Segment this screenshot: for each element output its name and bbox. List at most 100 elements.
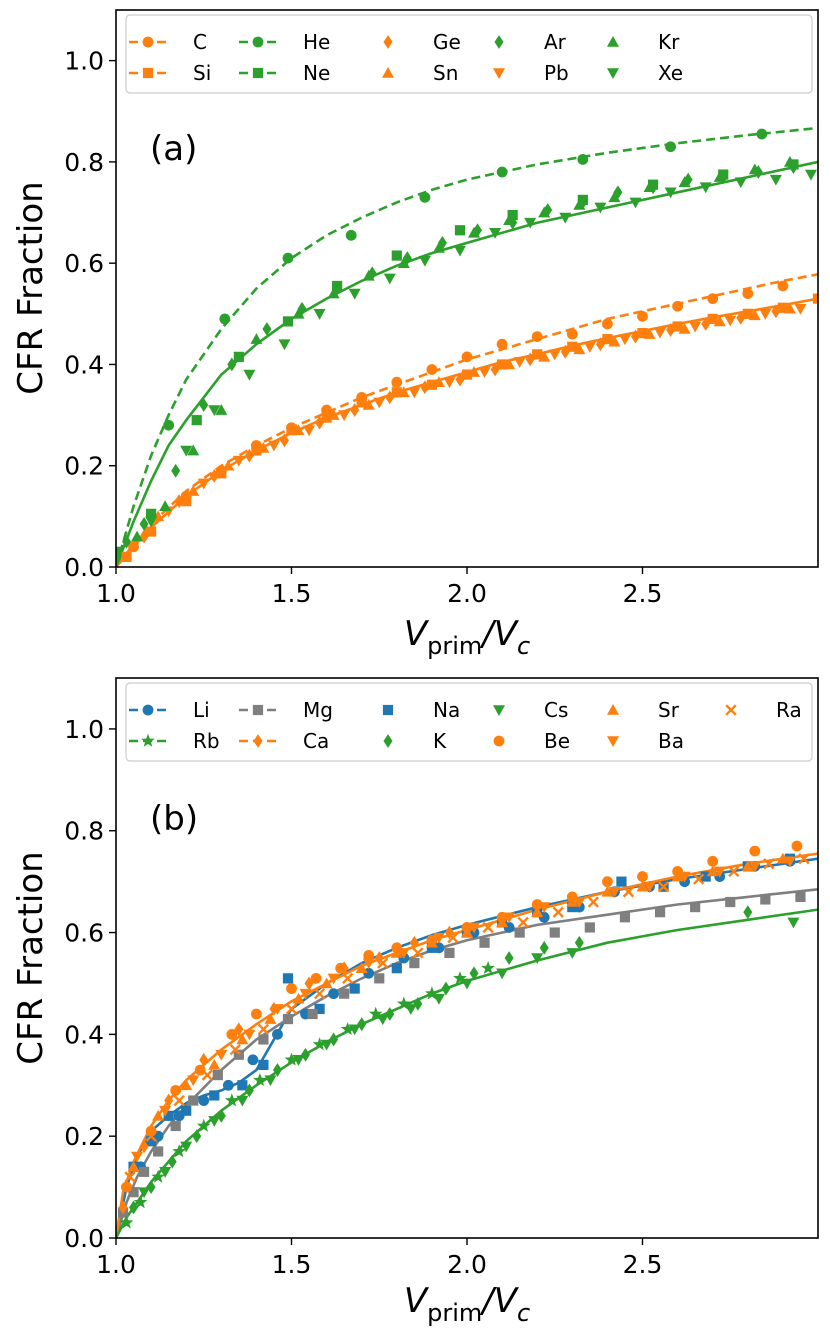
legend-label: Pb (544, 61, 569, 85)
point-Be (791, 840, 803, 852)
point-Ne (282, 316, 294, 327)
point-Xe (629, 197, 642, 209)
point-Mg (374, 973, 385, 984)
point-K (413, 996, 423, 1011)
point-Ar (262, 322, 272, 336)
point-Be (707, 855, 719, 867)
point-Mg (444, 947, 455, 959)
point-Ra (229, 1043, 241, 1056)
point-Rb (196, 1118, 211, 1132)
point-Be (170, 1084, 182, 1096)
point-Be (310, 972, 322, 984)
panel-b-ticks: 1.0 1.5 2.0 2.5 0.0 0.2 0.4 0.6 0.8 1.0 (64, 715, 662, 1279)
point-Kr (573, 198, 586, 210)
point-Mg (584, 922, 595, 933)
point-Kr (215, 404, 228, 415)
point-Mg (549, 927, 560, 938)
fit-He-line (116, 126, 818, 567)
legend-marker-Mg (252, 704, 264, 716)
point-Pb (443, 377, 456, 389)
point-K (357, 1017, 367, 1032)
point-Xe (489, 228, 502, 239)
point-Ne (391, 250, 402, 261)
y-tick-label: 0.8 (64, 817, 104, 846)
point-Si (216, 468, 227, 479)
point-Ge (666, 323, 676, 337)
point-Sn (538, 350, 551, 362)
point-Xe (313, 309, 326, 320)
point-Ne (191, 415, 202, 426)
point-Sn (222, 459, 235, 471)
point-Xe (383, 273, 396, 285)
point-Mg (514, 927, 525, 938)
point-Rb (481, 961, 495, 974)
point-Xe (559, 212, 572, 224)
point-Sn (678, 323, 691, 334)
point-Si (146, 526, 157, 537)
point-Sn (432, 376, 445, 387)
y-tick-label: 1.0 (64, 715, 104, 744)
point-Ge (525, 352, 535, 367)
point-Sn (503, 358, 516, 370)
point-Ba (271, 1004, 284, 1015)
point-Ra (552, 906, 564, 918)
point-C (602, 318, 613, 330)
point-Sr (566, 896, 579, 907)
point-Sn (748, 309, 761, 321)
point-Sr (425, 936, 438, 948)
y-tick-label: 0.0 (64, 553, 104, 582)
point-Si (356, 397, 367, 408)
point-Ge (560, 344, 570, 359)
panel-a-ticks: 1.0 1.5 2.0 2.5 0.0 0.2 0.4 0.6 0.8 1.0 (64, 47, 662, 608)
xlabel-sub2: c (517, 632, 530, 660)
point-C (566, 328, 578, 340)
point-Pb (267, 440, 280, 452)
point-Li (198, 1095, 210, 1106)
point-Kr (187, 444, 200, 456)
point-C (531, 331, 543, 343)
legend-marker-Kr (607, 36, 619, 47)
point-Si (426, 379, 437, 390)
point-Sn (292, 424, 305, 436)
legend-marker-Ba (607, 736, 619, 747)
point-He (345, 229, 357, 241)
point-Pb (513, 357, 526, 368)
point-Kr (397, 257, 410, 268)
point-Na (237, 1080, 248, 1091)
point-Ra (622, 886, 635, 898)
point-Sn (573, 343, 586, 355)
point-Ba (468, 922, 481, 934)
point-Sn (327, 409, 340, 420)
legend-marker-He (252, 36, 264, 48)
point-Ne (454, 225, 466, 236)
point-Cs (566, 948, 579, 959)
legend-marker-Pb (493, 68, 505, 79)
point-Ge (279, 433, 289, 448)
point-Ra (173, 1094, 185, 1107)
point-Na (616, 876, 627, 887)
point-Ra (587, 896, 600, 908)
point-Be (602, 876, 613, 888)
point-Si (181, 496, 192, 507)
legend-marker-Ca (253, 734, 263, 748)
x-tick-label: 2.5 (623, 1250, 663, 1279)
x-tick-label: 2.5 (623, 579, 663, 608)
point-Si (812, 293, 818, 304)
point-Rb (133, 1195, 148, 1209)
point-Ba (432, 932, 445, 944)
point-C (426, 364, 438, 375)
point-Sr (776, 852, 789, 864)
legend-marker-C (142, 36, 154, 48)
point-K (167, 1154, 177, 1169)
point-Cs (531, 953, 544, 964)
point-Ge (420, 380, 430, 395)
point-Ba (713, 866, 726, 878)
point-Sr (496, 916, 509, 928)
point-Kr (748, 163, 761, 175)
point-Cs (348, 1024, 361, 1036)
point-K (539, 940, 549, 955)
point-Na (426, 942, 437, 953)
point-Ge (771, 304, 781, 319)
panel-a: 1.0 1.5 2.0 2.5 0.0 0.2 0.4 0.6 0.8 1.0 (a) CFR F… (11, 9, 819, 660)
